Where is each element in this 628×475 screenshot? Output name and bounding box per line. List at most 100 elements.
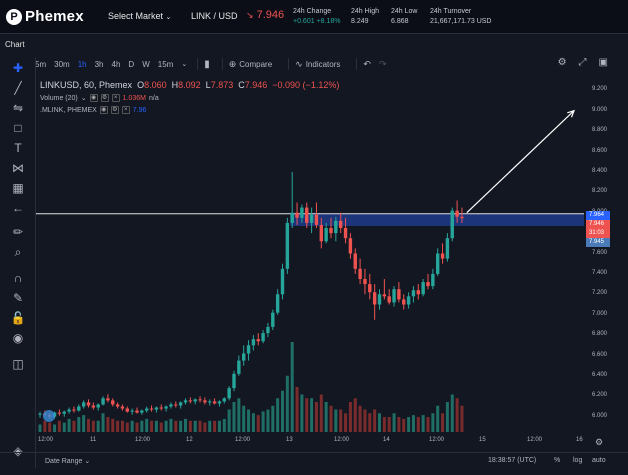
undo-icon[interactable]: ↶ (363, 58, 371, 69)
close-icon[interactable]: × (111, 94, 120, 102)
volume-bar (310, 398, 314, 432)
eye-icon[interactable]: ◉ (12, 331, 24, 345)
date-range-button[interactable]: Date Range ⌄ (45, 457, 90, 465)
time-tick-label: 15 (479, 437, 486, 443)
trend-line-icon[interactable]: ╱ (14, 81, 22, 95)
price-axis[interactable]: 9.2009.0008.8008.6008.4008.2008.0007.800… (584, 75, 628, 432)
interval-30m[interactable]: 30m (54, 59, 70, 69)
utc-clock[interactable]: 18:38:57 (UTC) (488, 457, 537, 464)
fib-icon[interactable]: ⇋ (12, 101, 24, 115)
candle-body (334, 220, 338, 234)
rectangle-icon[interactable]: □ (14, 121, 22, 135)
projection-icon[interactable]: ▦ (12, 181, 24, 195)
percent-scale-toggle[interactable]: % (554, 457, 561, 464)
price-tick-label: 8.600 (592, 147, 608, 154)
candle-body (72, 409, 76, 411)
auto-scale-toggle[interactable]: auto (592, 457, 606, 464)
chevron-down-icon: ⌄ (165, 14, 172, 21)
volume-bar (373, 409, 377, 432)
candle-body (120, 406, 125, 409)
time-tick-label: 12:00 (235, 437, 251, 443)
candle-body (285, 222, 290, 269)
layers-icon[interactable]: ◈ (13, 444, 23, 458)
candle-body (178, 402, 183, 406)
candle-body (96, 404, 100, 408)
crosshair-icon[interactable]: ✚ (12, 61, 24, 75)
indicators-button[interactable]: ∿ Indicators (295, 59, 340, 70)
candles-icon[interactable]: ▮ (204, 58, 210, 70)
interval-w[interactable]: W (142, 59, 150, 69)
volume-bar (378, 413, 381, 432)
eye-icon[interactable]: ◉ (89, 94, 98, 102)
compare-label: Compare (239, 59, 273, 69)
candle-body (237, 360, 241, 374)
settings-gear-icon[interactable]: ⚙ (110, 106, 119, 114)
zoom-in-icon[interactable]: ⌕ (14, 244, 22, 259)
compare-button[interactable]: ⊕ Compare (229, 59, 272, 70)
settings-gear-icon[interactable]: ⚙ (557, 57, 567, 68)
interval-15m[interactable]: 15m (157, 59, 174, 69)
candle-body (440, 253, 445, 259)
candle-body (140, 410, 144, 413)
candle-body (295, 212, 299, 218)
fullscreen-icon[interactable]: ⤢ (578, 57, 587, 68)
phemex-logo[interactable]: P Phemex (6, 8, 96, 25)
camera-icon[interactable]: ▣ (598, 57, 608, 68)
back-arrow-icon[interactable]: ← (12, 201, 24, 215)
time-tick-label: 11 (90, 437, 97, 443)
trash-icon[interactable]: ◫ (12, 357, 24, 371)
stat-label: 24h High (351, 8, 380, 15)
candle-body (77, 406, 81, 411)
top-bar: P Phemex Select Market ⌄ LINK / USD ↘ 7.… (0, 0, 628, 33)
time-axis[interactable]: 12:00 11 12:00 12 12:00 13 12:00 14 12:00 15 12:00… (36, 435, 584, 449)
pattern-icon[interactable]: ⋈ (12, 161, 24, 175)
candle-body (198, 399, 202, 401)
interval-5m[interactable]: 5m (35, 59, 47, 69)
candle-body (353, 253, 357, 269)
price-tick-label: 9.000 (592, 106, 608, 113)
lock-icon[interactable]: 🔓 (10, 311, 26, 325)
chevron-down-icon[interactable]: ⌄ (181, 61, 188, 68)
volume-bar (387, 417, 391, 432)
plus-circle-icon: ⊕ (228, 58, 237, 69)
price-tick-label: 7.600 (592, 249, 608, 256)
interval-1h[interactable]: 1h (77, 59, 87, 69)
volume-bar (198, 420, 202, 432)
time-tick-label: 12:00 (527, 437, 543, 443)
volume-bar (203, 422, 207, 432)
magnet-icon[interactable]: ∩ (13, 271, 23, 285)
lock-drawing-icon[interactable]: ✎ (12, 291, 24, 305)
volume-bar (77, 417, 81, 432)
volume-bar (222, 418, 226, 432)
text-tool-icon[interactable]: T (14, 141, 22, 155)
volume-bar (353, 398, 357, 432)
volume-bar (38, 424, 42, 432)
interval-4h[interactable]: 4h (111, 59, 121, 69)
log-scale-toggle[interactable]: log (573, 457, 583, 464)
eye-icon[interactable]: ◉ (99, 106, 108, 114)
select-market-dropdown[interactable]: Select Market ⌄ (108, 11, 171, 21)
settings-gear-icon[interactable]: ⚙ (100, 94, 109, 102)
indicators-label: Indicators (305, 59, 341, 69)
close-icon[interactable]: × (121, 106, 130, 114)
chart-toolbar: 5m 30m 1h 3h 4h D W 15m ⌄ ▮ ⊕ Compare ∿ … (35, 55, 615, 73)
interval-d[interactable]: D (128, 59, 135, 69)
volume-bar (164, 420, 168, 432)
stat-value: 6.868 (391, 18, 409, 25)
price-chart[interactable] (36, 75, 584, 432)
candle-body (242, 353, 246, 361)
candle-body (431, 273, 435, 287)
redo-icon[interactable]: ↷ (378, 58, 387, 69)
volume-bar (247, 409, 251, 432)
ruler-icon[interactable]: ✏ (12, 225, 24, 239)
price-tag: 7.964 (586, 211, 610, 220)
logo-mark-icon: P (6, 8, 22, 25)
candle-body (145, 408, 149, 411)
chevron-down-icon[interactable]: ⌄ (80, 95, 87, 102)
time-tick-label: 12:00 (38, 437, 54, 443)
interval-3h[interactable]: 3h (94, 59, 104, 69)
candle-body (86, 402, 91, 406)
candle-body (436, 253, 440, 274)
time-axis-settings-icon[interactable]: ⚙ (595, 437, 604, 447)
volume-bar (426, 417, 430, 432)
